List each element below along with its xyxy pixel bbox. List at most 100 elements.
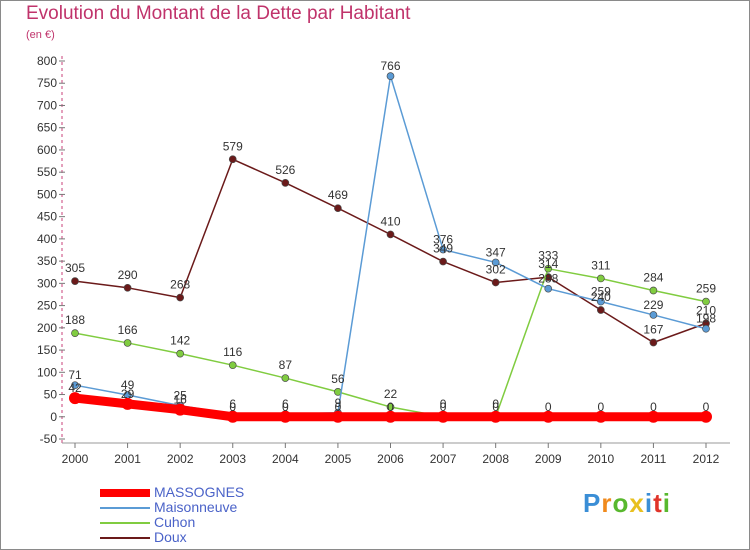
- x-tick-label: 2009: [535, 452, 562, 466]
- data-point: [176, 293, 185, 302]
- data-label: 6: [282, 397, 289, 411]
- chart-subtitle: (en €): [26, 29, 55, 41]
- data-point: [281, 178, 290, 187]
- data-point: [647, 410, 660, 423]
- data-label: 579: [223, 139, 243, 153]
- series-lines: [69, 72, 712, 423]
- legend-item-doux: Doux: [100, 530, 244, 545]
- data-point: [702, 297, 710, 306]
- data-label: 210: [696, 303, 716, 317]
- legend-label: MASSOGNES: [154, 484, 245, 500]
- data-point: [437, 410, 450, 423]
- data-point: [386, 230, 395, 239]
- data-label: 347: [486, 245, 506, 259]
- data-point: [649, 311, 658, 319]
- data-label: 0: [335, 400, 342, 414]
- data-point: [596, 306, 605, 314]
- data-label: 311: [591, 258, 610, 272]
- x-tick-label: 2000: [62, 452, 89, 466]
- data-label: 9: [335, 396, 342, 410]
- data-label: 6: [229, 397, 236, 411]
- data-label: 284: [643, 270, 663, 284]
- data-point: [281, 374, 290, 382]
- data-label: 87: [279, 358, 293, 372]
- data-point: [491, 258, 500, 267]
- y-tick-label: 400: [37, 232, 57, 246]
- data-point: [542, 410, 555, 423]
- data-label: 410: [380, 214, 400, 228]
- x-tick-label: 2006: [377, 452, 404, 466]
- x-tick-label: 2007: [430, 452, 457, 466]
- data-label: 42: [68, 381, 82, 395]
- legend-item-maisonneuve: Maisonneuve: [100, 500, 244, 515]
- x-tick-label: 2004: [272, 452, 299, 466]
- data-point: [439, 257, 447, 266]
- data-point: [491, 278, 500, 287]
- data-label: 71: [68, 368, 82, 382]
- data-point: [702, 324, 710, 333]
- data-point: [176, 349, 185, 358]
- series-line-maisonneuve: [74, 75, 707, 415]
- data-label: 376: [433, 233, 453, 247]
- data-label: 0: [650, 400, 657, 414]
- x-tick-label: 2003: [219, 452, 246, 466]
- y-tick-label: 650: [37, 121, 57, 135]
- y-tick-label: 800: [37, 54, 57, 68]
- data-label: 305: [65, 261, 85, 275]
- data-label: 268: [170, 278, 190, 292]
- data-point: [439, 245, 447, 254]
- data-label: 0: [440, 400, 447, 414]
- legend-swatch: [100, 521, 150, 524]
- data-label: 526: [275, 163, 295, 177]
- data-label: 259: [591, 285, 611, 299]
- data-label: 240: [591, 290, 611, 304]
- y-tick-label: 700: [37, 98, 57, 112]
- data-label: 469: [328, 188, 348, 202]
- data-point: [71, 277, 79, 285]
- y-tick-label: 250: [37, 299, 57, 313]
- data-label: 188: [65, 313, 85, 327]
- data-label: 198: [696, 312, 716, 326]
- data-point: [596, 297, 605, 306]
- data-point: [71, 329, 79, 338]
- legend-label: Doux: [154, 529, 187, 545]
- data-label: 290: [118, 268, 138, 282]
- data-point: [121, 397, 134, 410]
- data-label: 25: [173, 389, 187, 403]
- legend: MASSOGNES Maisonneuve Cuhon Doux: [100, 485, 244, 545]
- y-tick-label: 50: [44, 388, 58, 402]
- data-point: [69, 392, 81, 405]
- data-label: 349: [433, 242, 453, 256]
- data-point: [123, 283, 132, 292]
- legend-item-massognes: MASSOGNES: [100, 485, 244, 500]
- data-label: 0: [229, 400, 236, 414]
- data-label: 314: [538, 257, 558, 271]
- legend-swatch: [100, 536, 150, 539]
- data-label: 0: [492, 400, 499, 414]
- data-label: 0: [492, 397, 499, 411]
- y-tick-label: 450: [37, 210, 57, 224]
- data-label: 167: [643, 322, 663, 336]
- data-label: 22: [384, 387, 398, 401]
- data-label: 0: [440, 397, 447, 411]
- y-tick-label: 600: [37, 143, 57, 157]
- data-label: 0: [703, 400, 710, 414]
- data-point: [331, 410, 344, 423]
- data-point: [700, 410, 712, 423]
- data-point: [544, 284, 553, 293]
- x-tick-label: 2001: [114, 452, 141, 466]
- x-tick-label: 2012: [693, 452, 720, 466]
- data-point: [384, 410, 397, 423]
- data-label: 259: [696, 282, 716, 296]
- x-tick-label: 2002: [167, 452, 194, 466]
- y-tick-label: -50: [40, 432, 58, 446]
- data-point: [544, 264, 553, 273]
- data-label: 0: [597, 400, 604, 414]
- x-tick-label: 2010: [587, 452, 614, 466]
- data-label: 166: [118, 323, 138, 337]
- data-point: [594, 410, 607, 423]
- data-point: [226, 410, 239, 423]
- y-tick-label: 100: [37, 365, 57, 379]
